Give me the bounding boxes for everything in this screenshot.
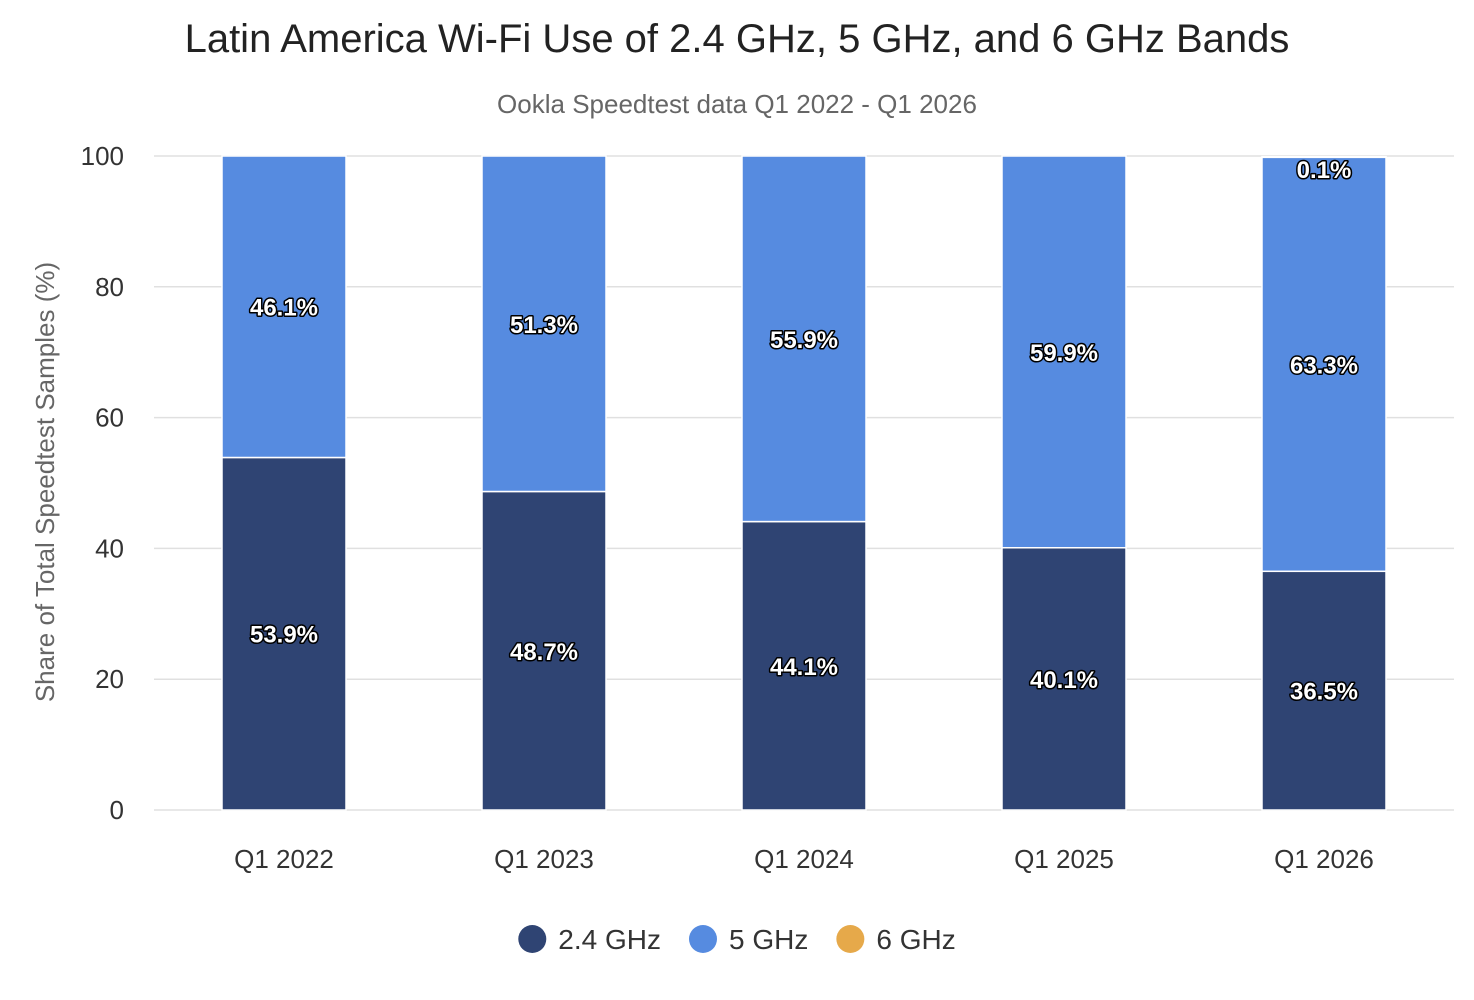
x-tick-label: Q1 2026 [1274,844,1374,874]
data-label: 63.3% [1290,352,1358,379]
y-axis-ticks: 0 20 40 60 80 100 [81,141,124,825]
data-label: 0.1% [1297,157,1352,184]
bar-segment [741,155,867,523]
data-label: 46.1% [250,295,318,322]
x-tick-label: Q1 2022 [234,844,334,874]
bar-segment [741,520,867,811]
data-label: 48.7% [510,639,578,666]
y-tick-label: 0 [110,795,124,825]
bar-segment [1261,155,1387,159]
chart-title: Latin America Wi-Fi Use of 2.4 GHz, 5 GH… [185,17,1290,61]
bars [221,155,1387,811]
bar-segment [221,456,347,811]
y-tick-label: 100 [81,141,124,171]
bar-segment [1261,156,1387,573]
data-label: 44.1% [770,654,838,681]
bar-segment [481,490,607,811]
bar-segment [1261,570,1387,811]
data-label: 51.3% [510,312,578,339]
bar-segment [221,155,347,459]
x-axis-ticks: Q1 2022 Q1 2023 Q1 2024 Q1 2025 Q1 2026 [234,844,1374,874]
legend: 2.4 GHz 5 GHz 6 GHz [518,924,956,955]
x-tick-label: Q1 2025 [1014,844,1114,874]
data-label: 55.9% [770,327,838,354]
y-tick-label: 40 [95,533,124,563]
legend-swatch [518,925,547,953]
y-tick-label: 60 [95,403,124,433]
legend-label: 2.4 GHz [558,924,661,955]
legend-label: 5 GHz [729,924,808,955]
legend-swatch [836,925,865,953]
bar-segment [481,155,607,493]
legend-label: 6 GHz [876,924,955,955]
legend-swatch [688,925,717,953]
bar-segment [1001,155,1127,549]
data-labels: 53.9% 46.1% 48.7% 51.3% 44.1% 55.9% 40.1% 59.9%… [248,156,1359,708]
data-label: 36.5% [1290,679,1358,706]
x-tick-label: Q1 2023 [494,844,594,874]
legend-item[interactable]: 5 GHz [688,924,808,955]
data-label: 59.9% [1030,340,1098,367]
legend-item[interactable]: 2.4 GHz [518,924,661,955]
legend-item[interactable]: 6 GHz [836,924,956,955]
bar-segment [1001,546,1127,811]
chart-subtitle: Ookla Speedtest data Q1 2022 - Q1 2026 [497,89,977,119]
x-tick-label: Q1 2024 [754,844,854,874]
data-label: 40.1% [1030,667,1098,694]
y-tick-label: 20 [95,664,124,694]
y-tick-label: 80 [95,272,124,302]
data-label: 53.9% [250,622,318,649]
y-axis-label: Share of Total Speedtest Samples (%) [30,262,60,702]
